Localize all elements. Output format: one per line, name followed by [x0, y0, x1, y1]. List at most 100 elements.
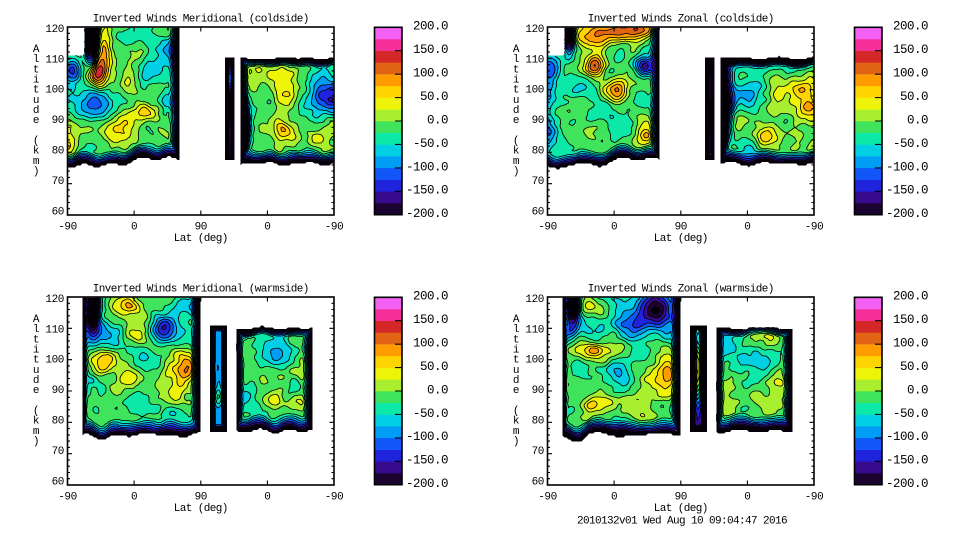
svg-text:-90: -90	[58, 492, 77, 504]
svg-text:Lat (deg): Lat (deg)	[654, 233, 708, 245]
svg-text:): )	[513, 436, 519, 448]
svg-text:m: m	[513, 156, 520, 168]
svg-text:u: u	[513, 365, 519, 377]
svg-text:l: l	[33, 54, 39, 66]
svg-text:m: m	[33, 156, 40, 168]
svg-text:120: 120	[45, 294, 64, 306]
svg-text:100.0: 100.0	[413, 67, 448, 81]
svg-text:0: 0	[744, 222, 750, 234]
svg-text:t: t	[513, 64, 519, 76]
svg-text:50.0: 50.0	[420, 360, 448, 374]
svg-text:t: t	[513, 85, 519, 97]
svg-text:70: 70	[532, 446, 544, 458]
svg-text:100: 100	[525, 85, 544, 97]
svg-text:2010132v01 Wed Aug 10 09:04:47: 2010132v01 Wed Aug 10 09:04:47 2016	[577, 516, 787, 528]
svg-text:A: A	[33, 44, 40, 56]
svg-text:l: l	[513, 324, 519, 336]
svg-text:100: 100	[45, 85, 64, 97]
svg-text:): )	[33, 166, 39, 178]
svg-text:-150.0: -150.0	[406, 454, 448, 468]
svg-text:Inverted Winds Zonal (coldside: Inverted Winds Zonal (coldside)	[588, 14, 774, 26]
svg-text:60: 60	[532, 206, 544, 218]
svg-text:0: 0	[264, 492, 270, 504]
svg-text:e: e	[33, 385, 39, 397]
svg-text:110: 110	[525, 54, 544, 66]
svg-text:150.0: 150.0	[413, 43, 448, 57]
svg-text:t: t	[33, 334, 39, 346]
svg-text:Inverted Winds Meridional (col: Inverted Winds Meridional (coldside)	[93, 14, 309, 26]
svg-text:90: 90	[52, 115, 64, 127]
svg-text:60: 60	[52, 476, 64, 488]
svg-text:120: 120	[45, 24, 64, 36]
svg-text:-200.0: -200.0	[886, 477, 928, 491]
svg-text:90: 90	[532, 385, 544, 397]
svg-text:A: A	[513, 314, 520, 326]
svg-text:0.0: 0.0	[907, 113, 928, 127]
svg-text:-150.0: -150.0	[406, 184, 448, 198]
svg-text:100.0: 100.0	[893, 337, 928, 351]
svg-text:120: 120	[525, 294, 544, 306]
svg-text:100.0: 100.0	[893, 67, 928, 81]
svg-text:d: d	[33, 375, 39, 387]
svg-text:Lat (deg): Lat (deg)	[654, 503, 708, 515]
svg-text:l: l	[513, 54, 519, 66]
svg-text:-90: -90	[538, 222, 557, 234]
svg-text:70: 70	[52, 446, 64, 458]
svg-text:80: 80	[52, 146, 64, 158]
svg-text:150.0: 150.0	[893, 313, 928, 327]
svg-text:-90: -90	[325, 492, 344, 504]
svg-text:k: k	[513, 416, 520, 428]
svg-text:k: k	[33, 416, 40, 428]
svg-text:120: 120	[525, 24, 544, 36]
svg-text:Lat (deg): Lat (deg)	[174, 233, 228, 245]
svg-text:90: 90	[195, 222, 207, 234]
svg-text:0: 0	[264, 222, 270, 234]
svg-text:t: t	[33, 64, 39, 76]
svg-text:l: l	[33, 324, 39, 336]
svg-text:0.0: 0.0	[907, 383, 928, 397]
svg-text:m: m	[33, 426, 40, 438]
svg-text:-100.0: -100.0	[406, 430, 448, 444]
svg-text:): )	[513, 166, 519, 178]
svg-text:m: m	[513, 426, 520, 438]
svg-text:80: 80	[532, 416, 544, 428]
svg-text:A: A	[513, 44, 520, 56]
svg-text:90: 90	[532, 115, 544, 127]
svg-text:70: 70	[52, 176, 64, 188]
svg-text:-50.0: -50.0	[413, 137, 448, 151]
svg-text:60: 60	[52, 206, 64, 218]
svg-text:100.0: 100.0	[413, 337, 448, 351]
svg-text:-90: -90	[58, 222, 77, 234]
svg-text:-50.0: -50.0	[893, 407, 928, 421]
svg-text:80: 80	[52, 416, 64, 428]
svg-text:d: d	[513, 105, 519, 117]
svg-text:-150.0: -150.0	[886, 454, 928, 468]
svg-text:-90: -90	[805, 222, 824, 234]
svg-text:110: 110	[45, 324, 64, 336]
svg-text:200.0: 200.0	[413, 20, 448, 34]
svg-text:t: t	[33, 355, 39, 367]
svg-text:-100.0: -100.0	[886, 160, 928, 174]
svg-text:80: 80	[532, 146, 544, 158]
svg-text:50.0: 50.0	[900, 360, 928, 374]
svg-text:-100.0: -100.0	[886, 430, 928, 444]
svg-text:Lat (deg): Lat (deg)	[174, 503, 228, 515]
svg-text:70: 70	[532, 176, 544, 188]
svg-text:200.0: 200.0	[893, 290, 928, 304]
svg-text:-150.0: -150.0	[886, 184, 928, 198]
svg-text:50.0: 50.0	[420, 90, 448, 104]
svg-text:(: (	[33, 136, 39, 148]
svg-text:-200.0: -200.0	[406, 207, 448, 221]
svg-text:e: e	[33, 115, 39, 127]
svg-text:100: 100	[525, 355, 544, 367]
svg-text:t: t	[513, 334, 519, 346]
svg-text:200.0: 200.0	[413, 290, 448, 304]
svg-text:d: d	[33, 105, 39, 117]
svg-text:50.0: 50.0	[900, 90, 928, 104]
svg-text:i: i	[33, 345, 40, 357]
svg-text:90: 90	[675, 492, 687, 504]
svg-text:t: t	[513, 355, 519, 367]
svg-text:200.0: 200.0	[893, 20, 928, 34]
svg-text:90: 90	[195, 492, 207, 504]
svg-text:0.0: 0.0	[427, 113, 448, 127]
